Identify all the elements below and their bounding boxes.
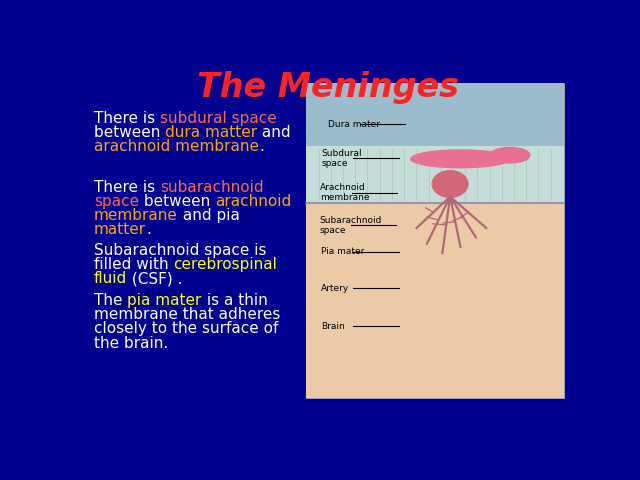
Text: between: between — [94, 125, 165, 140]
Text: and: and — [257, 125, 291, 140]
Text: The Meninges: The Meninges — [197, 71, 459, 104]
Bar — [306, 146, 564, 203]
Text: Pia mater: Pia mater — [321, 247, 365, 256]
Ellipse shape — [490, 147, 530, 163]
Text: and pia: and pia — [178, 208, 239, 223]
Text: arachnoid: arachnoid — [215, 193, 291, 209]
Text: There is: There is — [94, 111, 160, 126]
Text: space: space — [94, 193, 139, 209]
Text: dura matter: dura matter — [165, 125, 257, 140]
Text: between: between — [139, 193, 215, 209]
Text: Subarachnoid space is: Subarachnoid space is — [94, 243, 266, 258]
Text: subdural space: subdural space — [160, 111, 276, 126]
Text: fluid: fluid — [94, 271, 127, 286]
Text: arachnoid membrane: arachnoid membrane — [94, 139, 259, 154]
Ellipse shape — [411, 150, 510, 168]
Text: Subarachnoid
space: Subarachnoid space — [319, 216, 381, 235]
Text: There is: There is — [94, 180, 160, 194]
Text: subarachnoid: subarachnoid — [160, 180, 264, 194]
Text: membrane that adheres: membrane that adheres — [94, 308, 280, 323]
Text: Artery: Artery — [321, 284, 349, 293]
Text: is a thin: is a thin — [202, 293, 268, 309]
Text: pia mater: pia mater — [127, 293, 202, 309]
Text: .: . — [259, 139, 264, 154]
Text: closely to the surface of: closely to the surface of — [94, 322, 278, 336]
Text: the brain.: the brain. — [94, 336, 168, 350]
Text: Subdural
space: Subdural space — [321, 148, 362, 168]
Text: (CSF) .: (CSF) . — [127, 271, 182, 286]
Bar — [306, 203, 564, 397]
Text: Arachnoid
membrane: Arachnoid membrane — [320, 183, 369, 203]
Circle shape — [432, 171, 468, 197]
Text: .: . — [146, 222, 151, 237]
Text: cerebrospinal: cerebrospinal — [173, 257, 277, 272]
Text: matter: matter — [94, 222, 146, 237]
Bar — [306, 84, 564, 397]
Text: filled with: filled with — [94, 257, 173, 272]
Text: The: The — [94, 293, 127, 309]
Text: Brain: Brain — [321, 322, 345, 331]
Text: Dura mater: Dura mater — [328, 120, 380, 129]
Text: membrane: membrane — [94, 208, 178, 223]
Bar — [306, 84, 564, 146]
